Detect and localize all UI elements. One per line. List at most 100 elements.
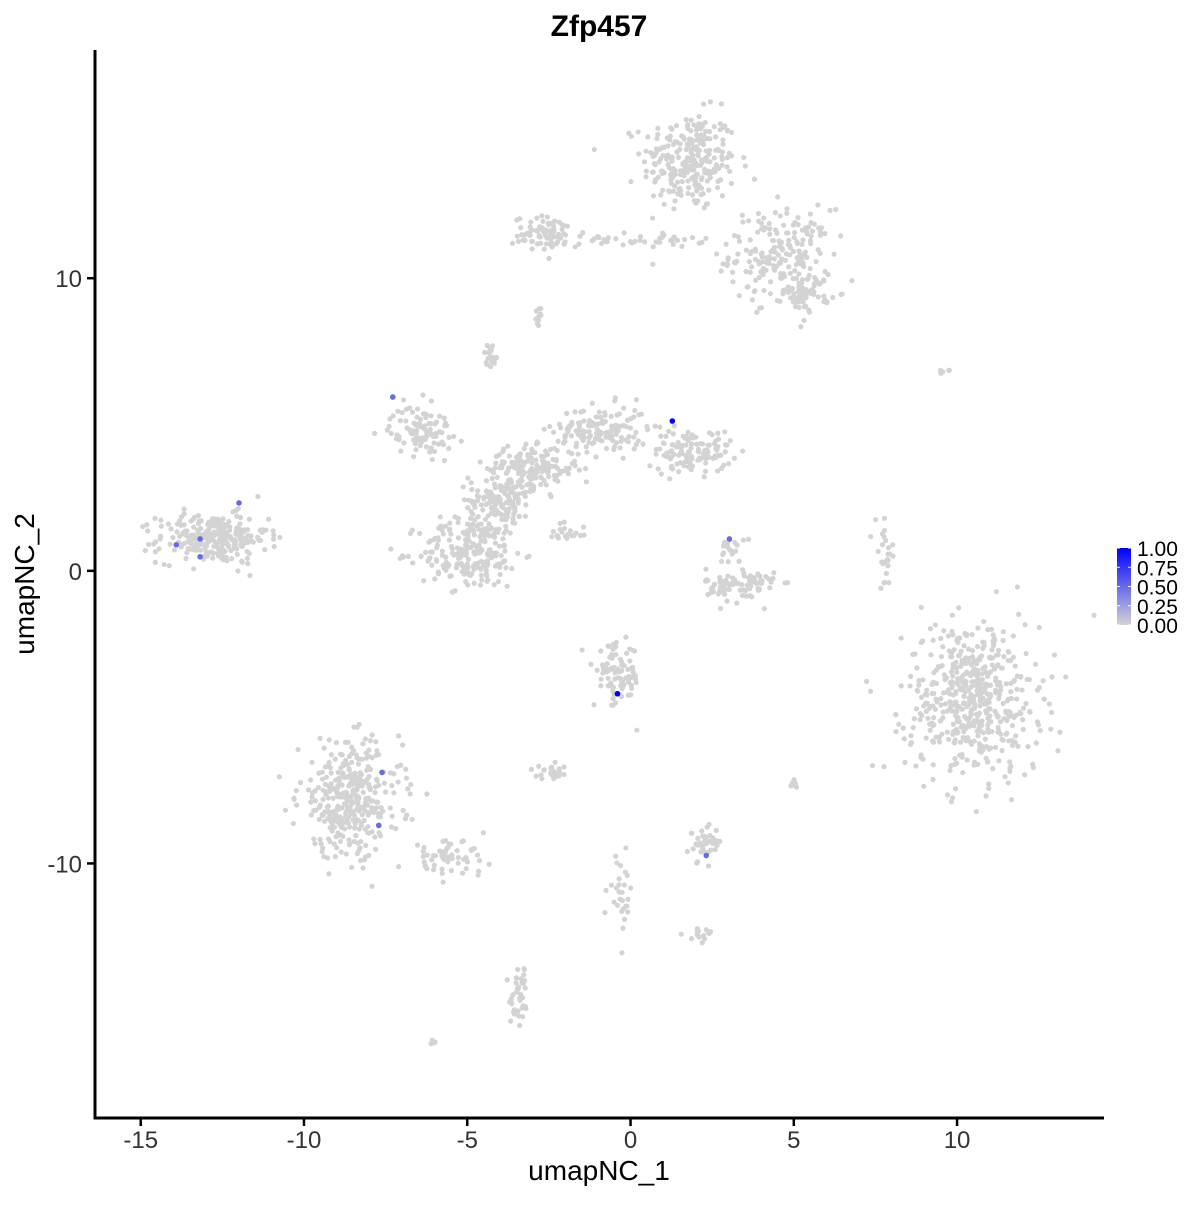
cell-point: [412, 441, 418, 447]
cell-point: [636, 151, 642, 157]
cell-point: [982, 664, 988, 670]
cell-point: [468, 522, 474, 528]
cell-point: [146, 541, 152, 548]
cell-point: [485, 513, 491, 519]
cell-point: [1008, 763, 1014, 769]
cell-point: [704, 154, 710, 160]
cell-point: [628, 674, 634, 681]
cell-point: [602, 909, 608, 916]
cell-point: [414, 414, 420, 420]
cell-point: [633, 679, 639, 686]
cell-point: [902, 759, 908, 766]
cell-point: [960, 769, 966, 776]
cell-point: [553, 241, 559, 247]
cell-point: [933, 680, 940, 687]
cell-point: [755, 571, 761, 577]
cell-point: [1055, 748, 1061, 754]
cell-point: [357, 845, 363, 851]
cell-point: [374, 778, 380, 784]
cell-point: [767, 226, 773, 232]
cell-point: [549, 244, 555, 250]
cell-point: [528, 450, 535, 456]
cell-point: [364, 802, 371, 808]
cell-point: [492, 502, 498, 508]
cell-point: [477, 459, 483, 465]
cell-point: [700, 191, 706, 197]
cell-point: [358, 838, 364, 845]
cell-point: [437, 514, 443, 520]
cell-point: [813, 258, 819, 265]
cell-point: [509, 565, 515, 572]
cell-point: [724, 261, 731, 267]
cell-point: [969, 647, 976, 654]
cell-point: [158, 523, 165, 529]
cell-point: [366, 830, 372, 836]
cell-point: [222, 521, 228, 528]
cell-point: [262, 547, 268, 553]
cell-point: [974, 643, 981, 650]
cell-point: [680, 161, 686, 168]
cell-point: [682, 435, 688, 441]
cell-point: [309, 794, 315, 800]
cell-point: [610, 696, 616, 702]
cell-point: [191, 566, 197, 572]
cell-point: [501, 542, 507, 548]
cell-point: [1009, 722, 1016, 729]
cell-point: [452, 588, 458, 594]
expressing-cell-point: [703, 852, 710, 859]
expressing-cell-point: [236, 500, 242, 506]
cell-point: [678, 192, 684, 198]
cell-point: [688, 136, 695, 143]
cell-point: [492, 540, 498, 546]
cell-point: [849, 278, 855, 284]
cell-point: [333, 740, 340, 746]
cell-point: [704, 178, 710, 184]
cell-point: [625, 666, 631, 673]
cell-point: [986, 746, 992, 752]
cell-point: [493, 453, 499, 460]
cell-point: [688, 936, 695, 942]
cell-point: [335, 830, 341, 836]
cell-point: [790, 222, 796, 228]
cell-point: [927, 703, 933, 710]
cell-point: [940, 709, 946, 715]
cell-point: [807, 238, 814, 244]
cell-point: [277, 534, 283, 541]
cell-point: [697, 135, 703, 141]
cell-point: [521, 966, 527, 972]
cell-point: [317, 836, 323, 843]
cell-point: [1000, 700, 1006, 707]
cell-point: [492, 465, 498, 471]
cell-point: [998, 731, 1004, 737]
cell-point: [451, 433, 457, 440]
cell-point: [550, 528, 556, 534]
cell-point: [1004, 730, 1010, 736]
cell-point: [1000, 629, 1006, 635]
cell-point: [555, 438, 561, 444]
cell-point: [617, 656, 623, 662]
cell-point: [749, 264, 755, 270]
cell-point: [446, 537, 452, 543]
cell-point: [350, 809, 356, 815]
cell-point: [601, 237, 607, 243]
cell-point: [564, 410, 570, 416]
cell-point: [372, 789, 378, 796]
cell-point: [349, 751, 355, 757]
cell-point: [989, 647, 995, 653]
cell-point: [428, 398, 435, 404]
cell-point: [796, 271, 802, 277]
cell-point: [805, 224, 812, 230]
cell-point: [1012, 663, 1018, 669]
cell-point: [824, 299, 830, 305]
cell-point: [347, 772, 353, 778]
cell-point: [551, 445, 558, 452]
cell-point: [964, 704, 970, 710]
cell-point: [941, 690, 947, 696]
x-axis-label: umapNC_1: [528, 1155, 670, 1186]
cell-point: [484, 488, 490, 494]
cell-point: [366, 747, 372, 753]
cell-point: [665, 162, 671, 168]
cell-point: [348, 794, 354, 800]
cell-point: [232, 542, 238, 548]
cell-point: [464, 543, 470, 549]
